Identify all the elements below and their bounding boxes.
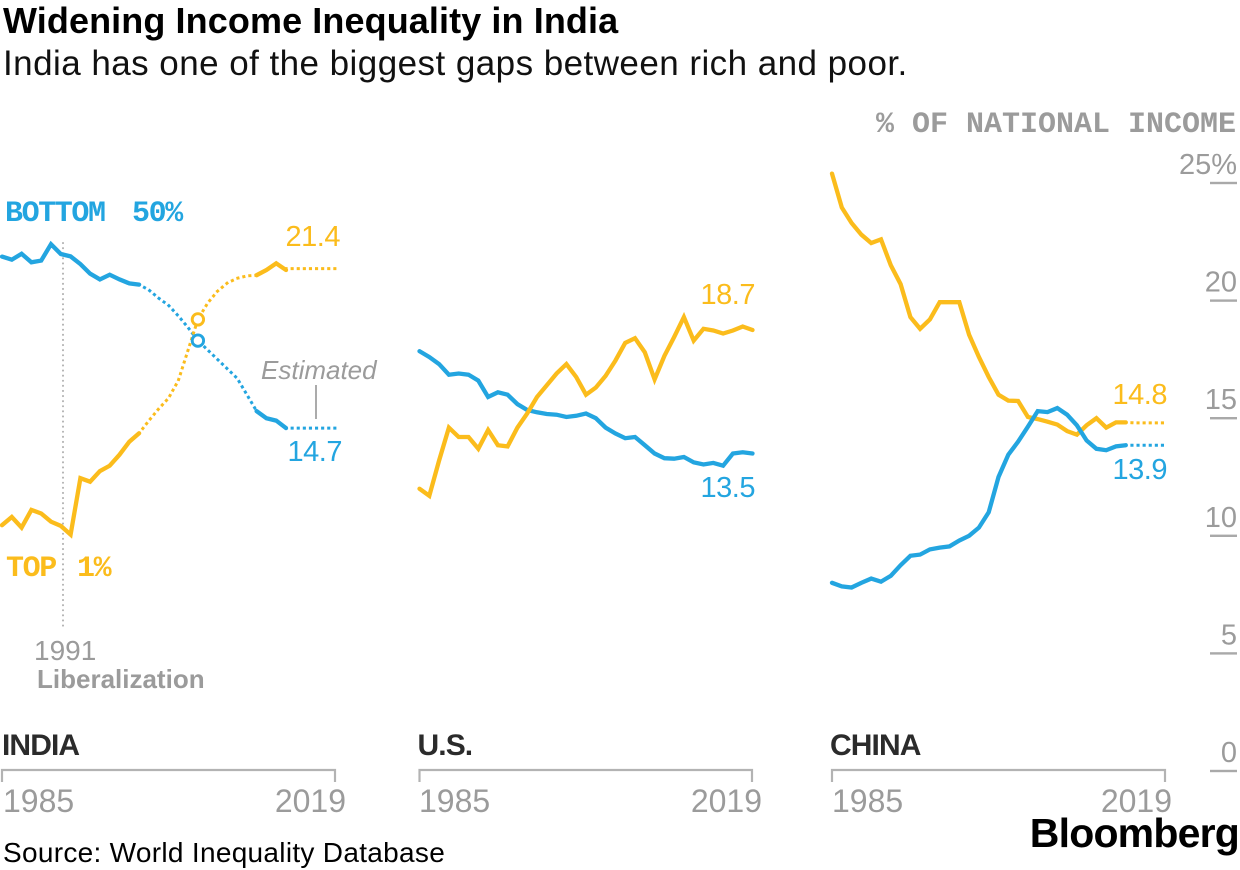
svg-text:13.5: 13.5 <box>701 472 755 504</box>
svg-text:25%: 25% <box>1179 149 1237 181</box>
svg-text:U.S.: U.S. <box>418 729 473 762</box>
svg-text:Widening Income Inequality in: Widening Income Inequality in India <box>3 0 619 41</box>
svg-text:Liberalization: Liberalization <box>37 664 205 694</box>
svg-text:10: 10 <box>1205 502 1237 534</box>
svg-text:2019: 2019 <box>275 783 346 819</box>
svg-text:% OF NATIONAL INCOME: % OF NATIONAL INCOME <box>876 108 1236 142</box>
svg-text:14.7: 14.7 <box>288 436 342 468</box>
svg-text:Estimated: Estimated <box>261 355 378 385</box>
svg-text:Bloomberg: Bloomberg <box>1030 810 1239 856</box>
svg-text:20: 20 <box>1205 267 1237 299</box>
svg-text:18.7: 18.7 <box>701 279 755 311</box>
svg-text:India has one of the biggest g: India has one of the biggest gaps betwee… <box>3 44 908 83</box>
svg-text:Source: World Inequality Datab: Source: World Inequality Database <box>3 837 445 868</box>
svg-text:21.4: 21.4 <box>286 221 341 253</box>
svg-text:1991: 1991 <box>34 635 96 666</box>
svg-text:2019: 2019 <box>691 783 762 819</box>
svg-text:1985: 1985 <box>832 783 903 819</box>
svg-text:13.9: 13.9 <box>1113 454 1167 486</box>
svg-text:2019: 2019 <box>1101 783 1172 819</box>
svg-text:1985: 1985 <box>419 783 490 819</box>
svg-text:1985: 1985 <box>3 783 74 819</box>
svg-text:CHINA: CHINA <box>830 729 921 762</box>
svg-text:INDIA: INDIA <box>2 729 79 762</box>
svg-text:0: 0 <box>1221 737 1237 769</box>
svg-text:14.8: 14.8 <box>1113 379 1167 411</box>
svg-text:5: 5 <box>1221 619 1237 651</box>
svg-text:15: 15 <box>1205 384 1237 416</box>
